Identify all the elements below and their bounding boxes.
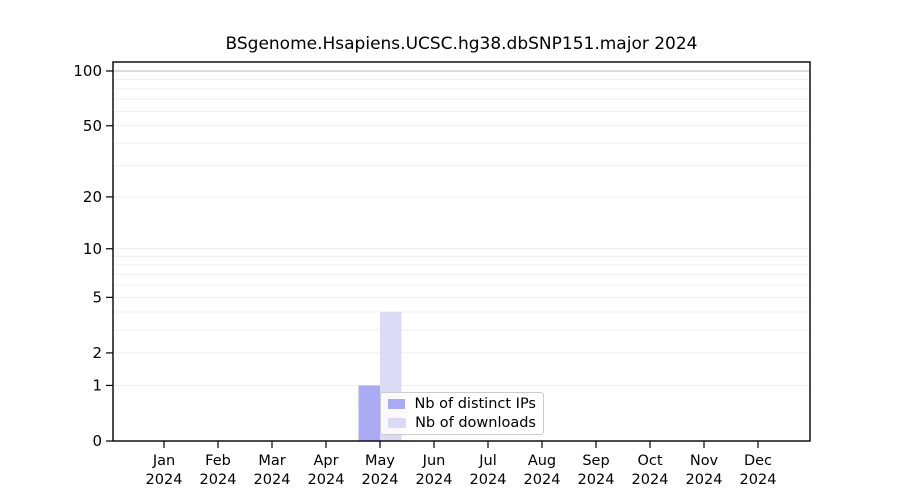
x-tick-label-jul: Jul 2024 (470, 453, 507, 488)
y-tick-label-1: 1 (92, 376, 102, 394)
legend-label-distinct-ips: Nb of distinct IPs (414, 396, 536, 413)
x-tick-label-apr: Apr 2024 (308, 453, 345, 488)
y-tick-label-10: 10 (83, 240, 102, 258)
plot-frame (112, 61, 811, 442)
legend: Nb of distinct IPs Nb of downloads (380, 392, 544, 435)
x-tick-label-may: May 2024 (362, 453, 399, 488)
y-tick-label-20: 20 (83, 188, 102, 206)
legend-swatch-distinct-ips (388, 399, 406, 410)
y-tick-label-100: 100 (73, 62, 102, 80)
y-tick-label-50: 50 (83, 117, 102, 135)
legend-swatch-downloads (388, 417, 407, 428)
y-tick-label-5: 5 (92, 288, 102, 306)
x-tick-label-oct: Oct 2024 (632, 453, 669, 488)
x-tick-label-jan: Jan 2024 (146, 453, 183, 488)
chart-title: BSgenome.Hsapiens.UCSC.hg38.dbSNP151.maj… (225, 34, 698, 54)
x-tick-label-mar: Mar 2024 (254, 453, 291, 488)
x-tick-label-feb: Feb 2024 (200, 453, 237, 488)
x-tick-label-sep: Sep 2024 (578, 453, 615, 488)
legend-label-downloads: Nb of downloads (415, 414, 536, 431)
y-tick-label-2: 2 (92, 344, 102, 362)
x-tick-label-aug: Aug 2024 (524, 453, 561, 488)
x-tick-label-jun: Jun 2024 (416, 453, 453, 488)
bar-distinct-ips-may (358, 385, 380, 441)
legend-item-distinct-ips: Nb of distinct IPs (388, 395, 536, 413)
x-tick-label-nov: Nov 2024 (686, 453, 723, 488)
y-tick-label-0: 0 (92, 432, 102, 450)
legend-item-downloads: Nb of downloads (388, 414, 536, 432)
x-tick-label-dec: Dec 2024 (740, 453, 777, 488)
